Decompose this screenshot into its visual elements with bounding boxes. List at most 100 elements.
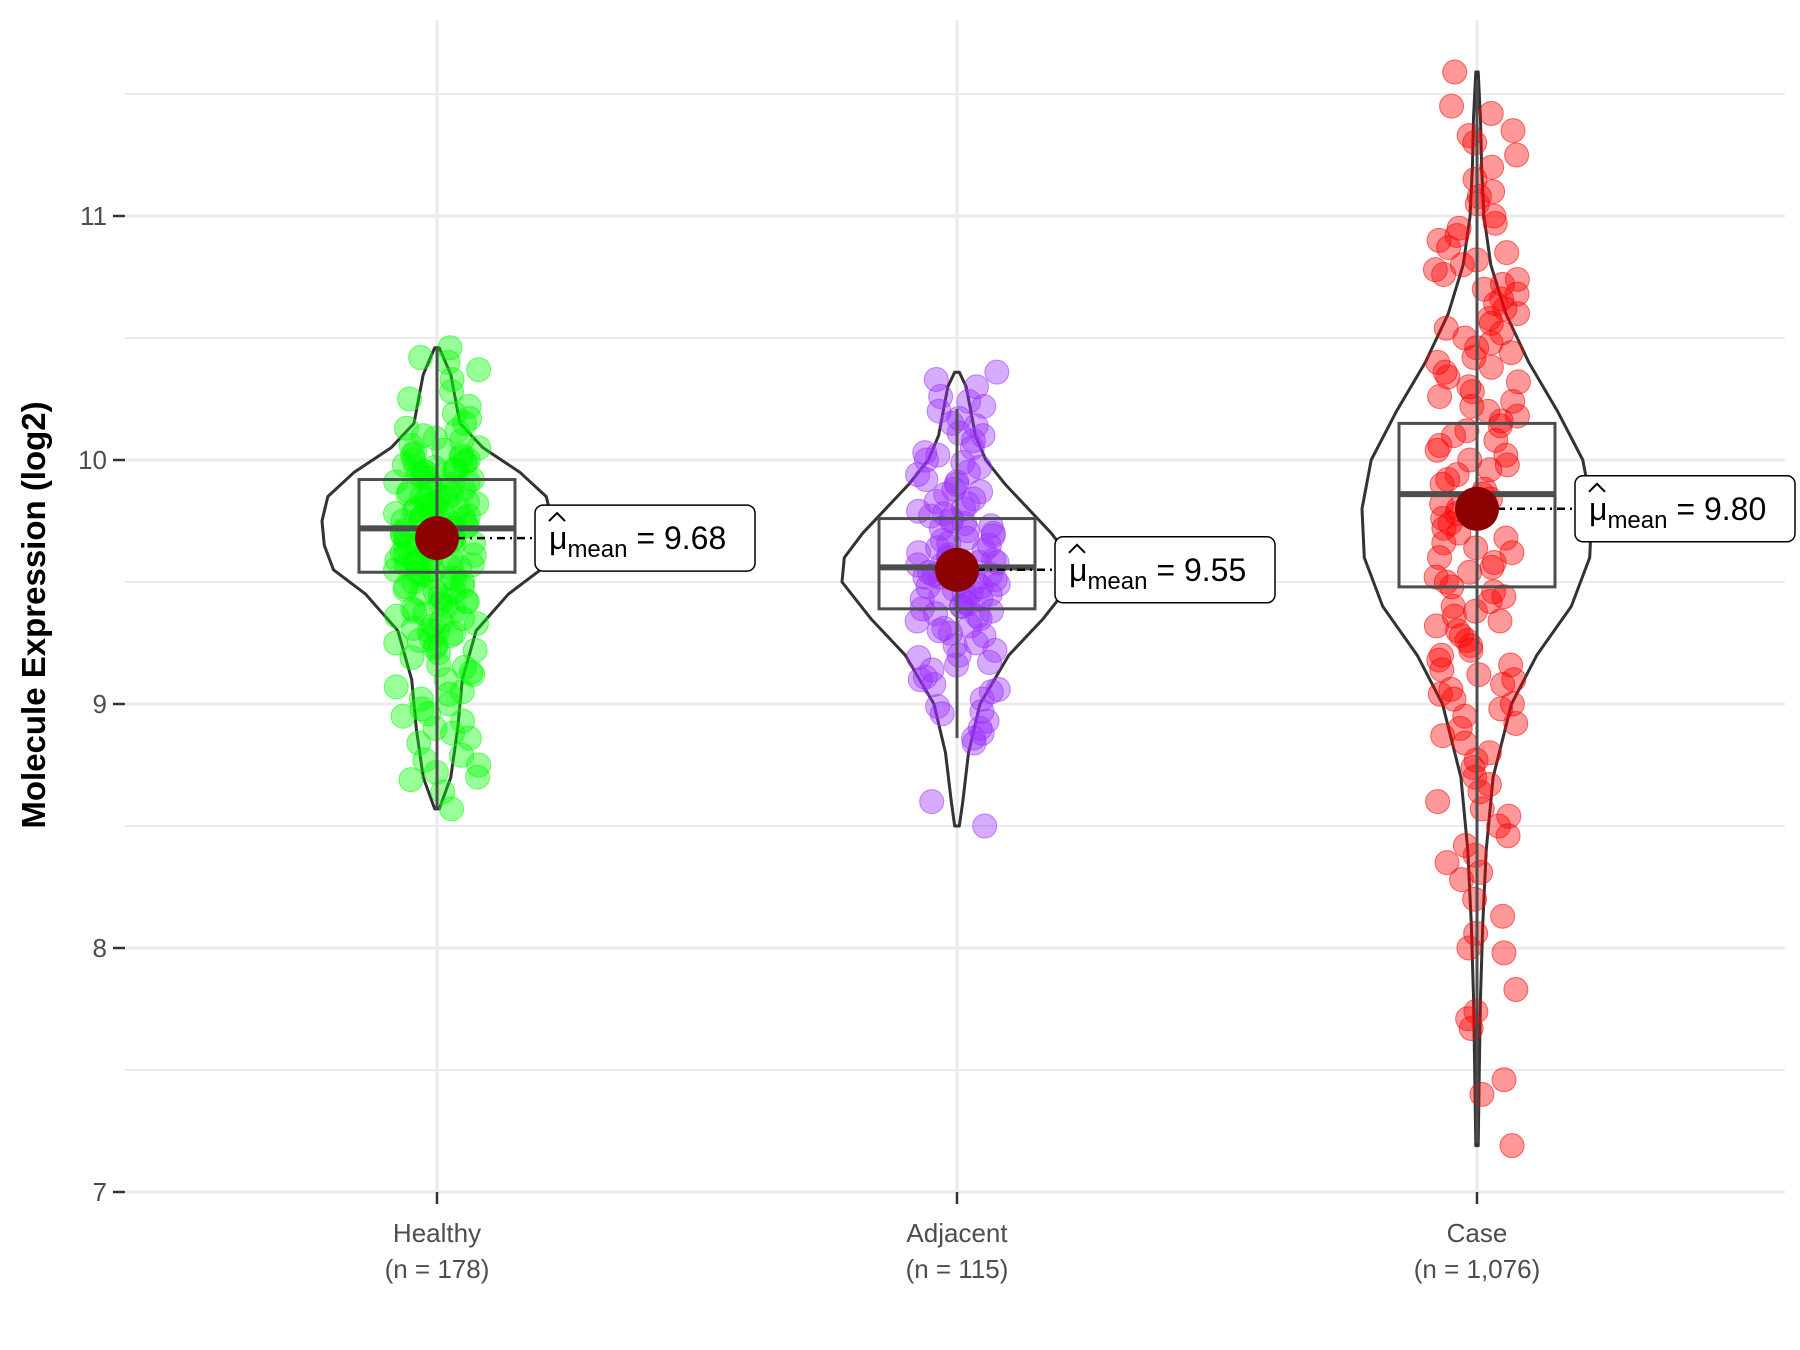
healthy-x-label: Healthy (393, 1218, 481, 1248)
adjacent-mean-label: μmean = 9.55 (1069, 552, 1246, 595)
y-axis: 7 8 9 10 11 (78, 201, 125, 1207)
adjacent-violin (840, 370, 1074, 828)
case-data-point (1427, 432, 1453, 458)
case-data-point (1500, 388, 1526, 414)
case-data-point (1422, 257, 1448, 283)
x-axis-labels: Healthy (n = 178) Adjacent (n = 115) Case (n … (385, 1192, 1540, 1284)
healthy-mean-label-box (534, 504, 756, 572)
case-data-point (1435, 364, 1461, 390)
healthy-data-point (426, 640, 452, 666)
adjacent-data-point (919, 789, 945, 815)
case-data-point (1483, 427, 1509, 453)
case-data-point (1427, 384, 1453, 410)
mean-subscript: mean (1607, 507, 1667, 534)
case-data-point (1423, 613, 1449, 639)
adjacent-data-point (913, 467, 939, 493)
adjacent-data-point (967, 606, 993, 632)
healthy-data-point (406, 730, 432, 756)
adjacent-x-label: Adjacent (906, 1218, 1008, 1248)
adjacent-data-point (909, 586, 935, 612)
case-data-point (1454, 628, 1480, 654)
case-data-point (1479, 554, 1505, 580)
healthy-violin (320, 346, 554, 811)
adjacent-box (877, 517, 1037, 611)
case-data-point (1498, 652, 1524, 678)
adjacent-data-point (971, 537, 997, 563)
healthy-data-point (390, 703, 416, 729)
case-data-point (1462, 166, 1488, 192)
case-box (1397, 421, 1557, 589)
healthy-data-point (422, 635, 448, 661)
adjacent-data-point (923, 488, 949, 514)
case-x-count: (n = 1,076) (1414, 1254, 1540, 1284)
adjacent-mean-hat (1068, 543, 1086, 554)
case-data-point (1439, 93, 1465, 119)
adjacent-data-point (928, 384, 954, 410)
adjacent-data-point (929, 701, 955, 727)
case-data-point (1495, 823, 1521, 849)
case-data-point (1481, 203, 1507, 229)
case-data-point (1431, 515, 1457, 541)
case-data-point (1478, 310, 1504, 336)
case-x-label: Case (1447, 1218, 1508, 1248)
case-data-point (1503, 976, 1529, 1002)
case-data-point (1487, 413, 1513, 439)
healthy-data-point (449, 442, 475, 468)
adjacent-data-point (950, 449, 976, 475)
healthy-data-point (383, 674, 409, 700)
case-data-point (1468, 859, 1494, 885)
adjacent-data-point (984, 359, 1010, 385)
mean-symbol: μ (549, 520, 567, 556)
y-axis-title: Molecule Expression (log2) (15, 401, 52, 828)
case-data-point (1446, 520, 1472, 546)
healthy-mean-point (415, 516, 459, 561)
adjacent-data-point (970, 423, 996, 449)
healthy-data-point (422, 715, 448, 741)
case-data-point (1458, 1016, 1484, 1042)
healthy-data-point (392, 542, 418, 568)
case-data-point (1442, 59, 1468, 85)
mean-value: = 9.80 (1667, 491, 1766, 527)
case-data-point (1491, 940, 1517, 966)
case-data-point (1505, 301, 1531, 327)
healthy-data-point (451, 654, 477, 680)
mean-symbol: μ (1589, 491, 1607, 527)
healthy-data-point (441, 579, 467, 605)
healthy-data-point (393, 415, 419, 441)
healthy-data-point (456, 725, 482, 751)
adjacent-data-point (925, 693, 951, 719)
adjacent-data-point (939, 410, 965, 436)
healthy-mean-label: μmean = 9.68 (549, 520, 726, 563)
healthy-data-point (465, 764, 491, 790)
healthy-data-point (463, 610, 489, 636)
healthy-data-point (400, 615, 426, 641)
healthy-data-point (383, 630, 409, 656)
case-data-point (1456, 935, 1482, 961)
case-data-point (1456, 374, 1482, 400)
case-data-point (1499, 1133, 1525, 1159)
healthy-data-point (398, 767, 424, 793)
case-data-point (1487, 608, 1513, 634)
adjacent-mean-label-box (1054, 536, 1276, 604)
case-mean-hat (1588, 482, 1606, 493)
healthy-data-point (410, 562, 436, 588)
case-data-point (1494, 240, 1520, 266)
case-data-point (1462, 764, 1488, 790)
case-data-point (1441, 603, 1467, 629)
case-data-point (1434, 850, 1460, 876)
case-data-point (1478, 354, 1504, 380)
case-data-point (1503, 711, 1529, 737)
adjacent-data-point (982, 637, 1008, 663)
case-data-point (1425, 789, 1451, 815)
healthy-data-point (439, 379, 465, 405)
y-tick-label: 9 (93, 689, 107, 719)
healthy-data-point (460, 662, 486, 688)
mean-value: = 9.55 (1147, 552, 1246, 588)
y-tick-label: 11 (80, 201, 107, 231)
adjacent-data-point (963, 630, 989, 656)
adjacent-data-point (938, 620, 964, 646)
case-data-point (1455, 1006, 1481, 1032)
adjacent-x-count: (n = 115) (906, 1254, 1009, 1284)
case-data-point (1431, 530, 1457, 556)
mean-symbol: μ (1069, 552, 1087, 588)
